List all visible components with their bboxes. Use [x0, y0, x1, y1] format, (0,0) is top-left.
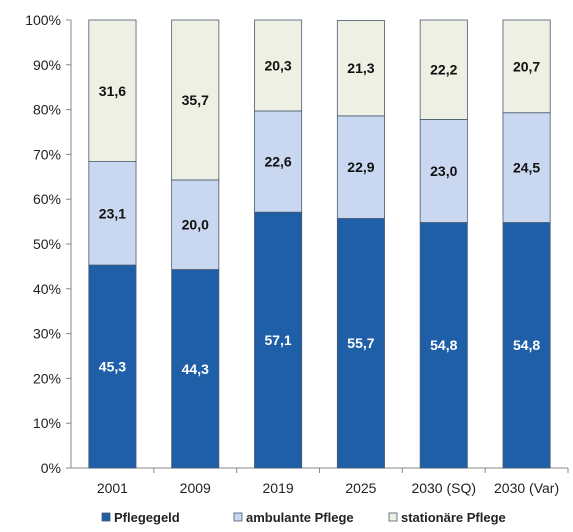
data-label: 35,7	[182, 92, 209, 108]
y-tick-label: 70%	[33, 146, 61, 162]
legend-swatch	[388, 512, 398, 522]
x-tick-label: 2030 (Var)	[494, 480, 559, 496]
y-tick-label: 80%	[33, 102, 61, 118]
legend-label: stationäre Pflege	[401, 510, 506, 525]
bar-segment	[88, 19, 137, 162]
legend-swatch	[233, 512, 243, 522]
data-label: 22,6	[264, 154, 291, 170]
data-label: 45,3	[99, 359, 126, 375]
bar-segment	[171, 179, 220, 270]
y-tick-label: 20%	[33, 370, 61, 386]
y-tick-label: 30%	[33, 326, 61, 342]
y-tick-label: 60%	[33, 191, 61, 207]
data-label: 21,3	[347, 60, 374, 76]
bar-segment	[254, 19, 303, 112]
bar-segment	[171, 269, 220, 469]
bar-segment	[336, 115, 385, 219]
x-tick-label: 2030 (SQ)	[411, 480, 476, 496]
bar-segment	[419, 222, 468, 469]
bar-segment	[171, 19, 220, 181]
data-label: 54,8	[430, 337, 457, 353]
y-tick-label: 0%	[41, 460, 61, 476]
y-tick-label: 50%	[33, 236, 61, 252]
data-label: 20,3	[264, 57, 291, 73]
y-tick-label: 10%	[33, 415, 61, 431]
bar-segment	[419, 119, 468, 223]
legend-swatch	[101, 512, 111, 522]
y-tick-label: 100%	[25, 12, 61, 28]
data-label: 57,1	[264, 332, 291, 348]
data-label: 22,2	[430, 62, 457, 78]
data-label: 31,6	[99, 83, 126, 99]
data-label: 23,0	[430, 163, 457, 179]
bar-segment	[88, 264, 137, 469]
legend-label: Pflegegeld	[114, 510, 180, 525]
y-tick-label: 40%	[33, 281, 61, 297]
data-label: 22,9	[347, 159, 374, 175]
data-label: 44,3	[182, 361, 209, 377]
bar-segment	[254, 110, 303, 213]
x-tick-label: 2025	[345, 480, 376, 496]
legend-label: ambulante Pflege	[246, 510, 354, 525]
x-tick-label: 2001	[97, 480, 128, 496]
bar-segment	[419, 19, 468, 120]
bar-segment	[502, 112, 551, 223]
bar-segment	[88, 161, 137, 266]
bar-segment	[502, 19, 551, 114]
bar-segment	[336, 20, 385, 117]
data-label: 55,7	[347, 335, 374, 351]
bar-segment	[336, 218, 385, 469]
data-label: 20,7	[513, 58, 540, 74]
bar-segment	[502, 222, 551, 469]
data-label: 23,1	[99, 205, 126, 221]
x-tick-label: 2019	[263, 480, 294, 496]
data-label: 20,0	[182, 217, 209, 233]
x-tick-label: 2009	[180, 480, 211, 496]
y-tick-label: 90%	[33, 57, 61, 73]
data-label: 54,8	[513, 337, 540, 353]
data-label: 24,5	[513, 160, 540, 176]
